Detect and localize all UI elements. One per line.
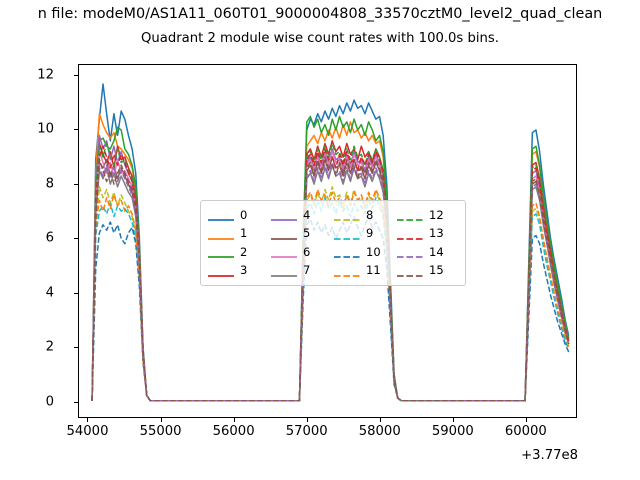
y-tick-label: 12 bbox=[37, 67, 54, 83]
legend-label: 15 bbox=[429, 263, 444, 277]
y-tick-label: 8 bbox=[45, 176, 54, 192]
legend-swatch-icon bbox=[207, 210, 235, 222]
legend-label: 13 bbox=[429, 226, 444, 240]
legend-swatch-icon bbox=[270, 247, 298, 259]
x-tick-label: 55000 bbox=[139, 424, 182, 439]
legend-swatch-icon bbox=[270, 210, 298, 222]
x-tick-label: 54000 bbox=[66, 424, 109, 439]
legend-entry-15[interactable]: 15 bbox=[396, 262, 459, 281]
x-tick-label: 60000 bbox=[504, 424, 547, 439]
series-line-7 bbox=[91, 164, 570, 402]
legend-swatch-icon bbox=[270, 266, 298, 277]
x-axis-offset-text: +3.77e8 bbox=[521, 448, 578, 463]
legend-entry-8[interactable]: 8 bbox=[333, 206, 396, 225]
x-tick-mark bbox=[160, 418, 162, 422]
chart-legend[interactable]: 0 1 2 3 4 5 6 7 8 9 10 11 12 13 14 15 bbox=[200, 200, 466, 286]
legend-label: 11 bbox=[366, 263, 381, 277]
legend-label: 3 bbox=[240, 263, 248, 277]
x-tick-label: 56000 bbox=[212, 424, 255, 439]
legend-label: 7 bbox=[303, 263, 311, 277]
series-line-15 bbox=[91, 156, 570, 402]
legend-entry-11[interactable]: 11 bbox=[333, 262, 396, 281]
legend-swatch-icon bbox=[333, 247, 361, 259]
y-tick-label: 0 bbox=[45, 394, 54, 410]
legend-swatch-icon bbox=[396, 266, 424, 277]
y-tick-mark bbox=[74, 74, 78, 76]
y-tick-label: 10 bbox=[37, 121, 54, 137]
y-tick-mark bbox=[74, 238, 78, 240]
legend-entry-1[interactable]: 1 bbox=[207, 225, 270, 244]
legend-label: 9 bbox=[366, 226, 374, 240]
legend-label: 4 bbox=[303, 207, 311, 222]
x-tick-mark bbox=[306, 418, 308, 422]
x-tick-label: 57000 bbox=[285, 424, 328, 439]
legend-swatch-icon bbox=[333, 266, 361, 277]
legend-entry-10[interactable]: 10 bbox=[333, 243, 396, 262]
legend-entry-3[interactable]: 3 bbox=[207, 262, 270, 281]
chart-title: Quadrant 2 module wise count rates with … bbox=[141, 31, 499, 46]
legend-label: 5 bbox=[303, 226, 311, 240]
y-tick-label: 4 bbox=[45, 285, 54, 301]
legend-swatch-icon bbox=[333, 229, 361, 240]
legend-entry-0[interactable]: 0 bbox=[207, 206, 270, 225]
y-tick-mark bbox=[74, 183, 78, 185]
x-tick-label: 58000 bbox=[358, 424, 401, 439]
legend-entry-12[interactable]: 12 bbox=[396, 206, 459, 225]
y-tick-label: 2 bbox=[45, 339, 54, 355]
legend-label: 2 bbox=[240, 244, 248, 259]
legend-entry-7[interactable]: 7 bbox=[270, 262, 333, 281]
legend-label: 0 bbox=[240, 207, 248, 222]
x-tick-label: 59000 bbox=[431, 424, 474, 439]
y-tick-mark bbox=[74, 129, 78, 131]
legend-swatch-icon bbox=[270, 229, 298, 240]
legend-entry-6[interactable]: 6 bbox=[270, 243, 333, 262]
legend-swatch-icon bbox=[396, 210, 424, 222]
y-tick-mark bbox=[74, 347, 78, 349]
legend-swatch-icon bbox=[207, 247, 235, 259]
series-line-3 bbox=[91, 140, 570, 402]
y-tick-mark bbox=[74, 292, 78, 294]
legend-label: 8 bbox=[366, 207, 374, 222]
legend-label: 1 bbox=[240, 226, 248, 240]
legend-entry-9[interactable]: 9 bbox=[333, 225, 396, 244]
legend-swatch-icon bbox=[207, 229, 235, 240]
x-tick-mark bbox=[379, 418, 381, 422]
series-line-8 bbox=[91, 186, 570, 402]
legend-entry-4[interactable]: 4 bbox=[270, 206, 333, 225]
legend-entry-2[interactable]: 2 bbox=[207, 243, 270, 262]
legend-entry-14[interactable]: 14 bbox=[396, 243, 459, 262]
x-tick-mark bbox=[87, 418, 89, 422]
x-tick-mark bbox=[233, 418, 235, 422]
legend-label: 14 bbox=[429, 244, 444, 259]
series-line-2 bbox=[91, 115, 570, 402]
plot-lines bbox=[91, 83, 570, 402]
series-line-0 bbox=[91, 83, 570, 402]
series-line-14 bbox=[91, 161, 570, 402]
figure-suptitle: n file: modeM0/AS1A11_060T01_9000004808_… bbox=[37, 6, 603, 22]
legend-label: 12 bbox=[429, 207, 444, 222]
legend-swatch-icon bbox=[333, 210, 361, 222]
legend-swatch-icon bbox=[207, 266, 235, 277]
y-tick-label: 6 bbox=[45, 230, 54, 246]
legend-swatch-icon bbox=[396, 229, 424, 240]
legend-label: 10 bbox=[366, 244, 381, 259]
y-tick-mark bbox=[74, 401, 78, 403]
legend-entry-5[interactable]: 5 bbox=[270, 225, 333, 244]
legend-entry-13[interactable]: 13 bbox=[396, 225, 459, 244]
legend-swatch-icon bbox=[396, 247, 424, 259]
series-line-5 bbox=[91, 156, 570, 402]
x-tick-mark bbox=[525, 418, 527, 422]
x-tick-mark bbox=[452, 418, 454, 422]
series-line-1 bbox=[91, 112, 570, 402]
legend-label: 6 bbox=[303, 244, 311, 259]
